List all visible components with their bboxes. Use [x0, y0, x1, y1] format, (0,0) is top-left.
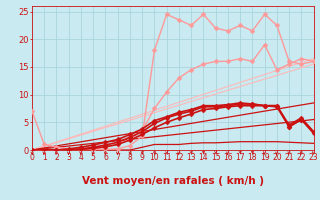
X-axis label: Vent moyen/en rafales ( km/h ): Vent moyen/en rafales ( km/h ): [82, 176, 264, 186]
